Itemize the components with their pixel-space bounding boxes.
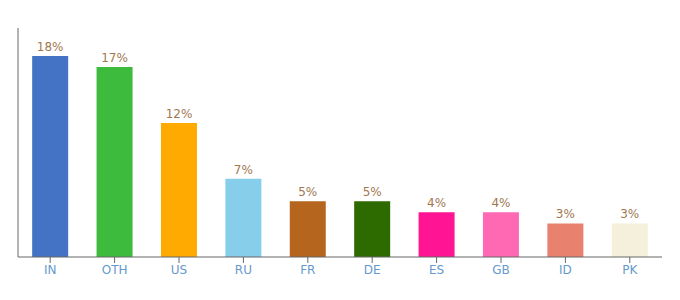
svg-text:PK: PK <box>622 263 638 277</box>
svg-text:7%: 7% <box>234 163 253 177</box>
svg-text:GB: GB <box>492 263 510 277</box>
svg-text:ES: ES <box>429 263 444 277</box>
svg-text:17%: 17% <box>101 51 128 65</box>
svg-text:FR: FR <box>300 263 315 277</box>
svg-text:DE: DE <box>364 263 381 277</box>
svg-text:3%: 3% <box>556 207 575 221</box>
svg-text:4%: 4% <box>427 196 446 210</box>
svg-text:5%: 5% <box>363 185 382 199</box>
svg-text:18%: 18% <box>37 40 64 54</box>
svg-text:IN: IN <box>44 263 57 277</box>
svg-text:ID: ID <box>559 263 572 277</box>
svg-text:OTH: OTH <box>102 263 128 277</box>
svg-text:5%: 5% <box>298 185 317 199</box>
svg-text:RU: RU <box>235 263 252 277</box>
svg-text:US: US <box>171 263 187 277</box>
svg-text:12%: 12% <box>166 107 193 121</box>
svg-text:4%: 4% <box>491 196 510 210</box>
svg-text:3%: 3% <box>620 207 639 221</box>
